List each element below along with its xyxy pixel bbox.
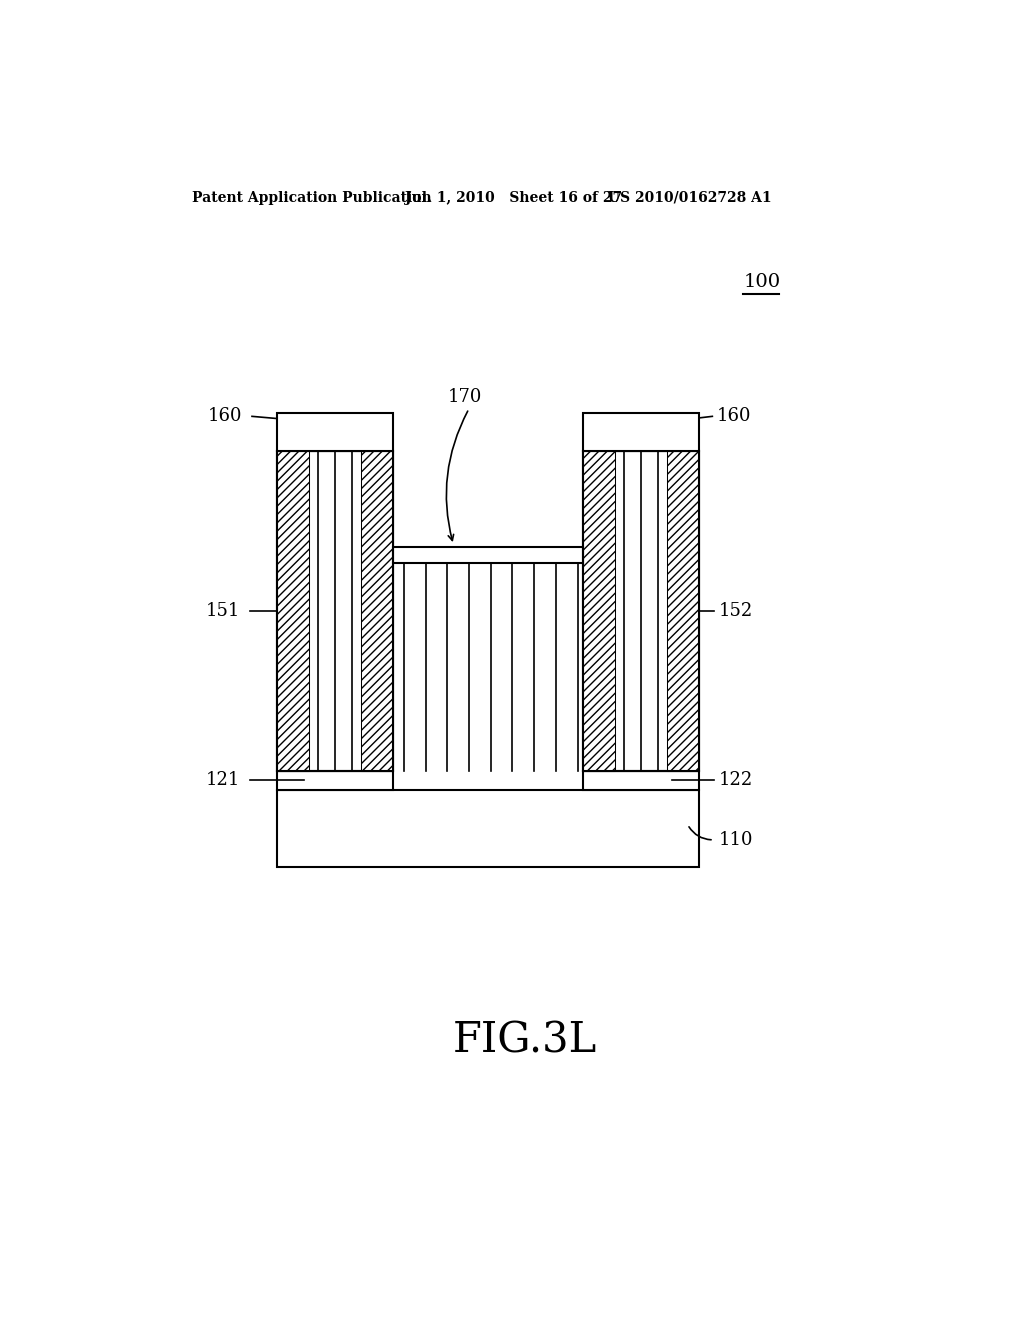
Text: 160: 160 <box>717 408 752 425</box>
Bar <box>276 451 309 771</box>
Bar <box>360 451 393 771</box>
Text: 110: 110 <box>719 830 753 849</box>
Bar <box>276 771 393 789</box>
Bar <box>583 451 615 771</box>
Text: US 2010/0162728 A1: US 2010/0162728 A1 <box>608 191 772 205</box>
Bar <box>667 451 699 771</box>
Text: 122: 122 <box>719 771 753 789</box>
Bar <box>583 451 699 771</box>
Bar <box>360 451 393 771</box>
Bar <box>583 771 699 789</box>
Bar <box>583 451 615 771</box>
Text: 121: 121 <box>206 771 241 789</box>
Text: FIG.3L: FIG.3L <box>453 1019 597 1061</box>
Text: 151: 151 <box>206 602 241 620</box>
Text: 160: 160 <box>208 408 243 425</box>
Bar <box>276 451 393 771</box>
Text: 170: 170 <box>447 388 482 407</box>
Text: 100: 100 <box>744 273 781 290</box>
Text: Jul. 1, 2010   Sheet 16 of 27: Jul. 1, 2010 Sheet 16 of 27 <box>406 191 623 205</box>
Bar <box>276 451 393 771</box>
Bar <box>276 789 699 867</box>
Bar <box>393 548 583 562</box>
Text: Patent Application Publication: Patent Application Publication <box>193 191 432 205</box>
Text: 152: 152 <box>719 602 753 620</box>
Bar <box>276 451 309 771</box>
Bar <box>276 412 393 451</box>
Bar <box>667 451 699 771</box>
Bar <box>583 451 699 771</box>
Bar <box>583 412 699 451</box>
